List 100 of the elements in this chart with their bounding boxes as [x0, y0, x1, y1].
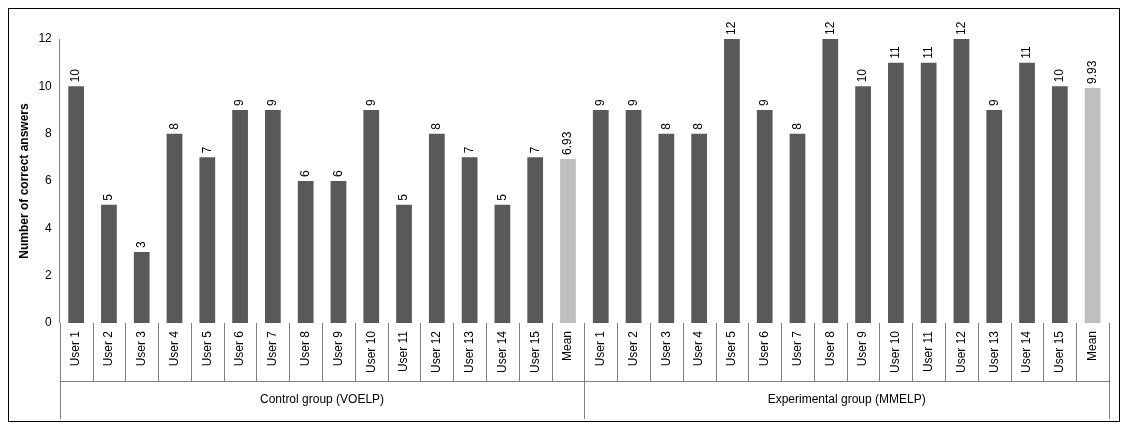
x-tick-label: User 4: [691, 330, 706, 367]
data-label: 6: [330, 169, 345, 177]
data-label: 3: [134, 240, 149, 248]
x-tick-label: User 9: [855, 330, 870, 367]
bar: [724, 39, 740, 323]
bar: [232, 110, 248, 323]
x-tick-label: User 12: [429, 330, 444, 374]
x-tick-label: User 2: [101, 330, 116, 367]
bar: [986, 110, 1003, 323]
y-tick-label: 2: [45, 267, 53, 282]
x-tick-label: User 5: [199, 330, 214, 367]
x-tick-label: User 15: [1052, 330, 1067, 374]
x-tick-label: User 9: [330, 330, 345, 367]
x-tick-label: User 7: [789, 330, 804, 367]
x-tick-label: User 1: [593, 330, 608, 367]
bar: [101, 204, 117, 323]
bar: [625, 110, 642, 323]
data-label: 7: [527, 146, 542, 154]
x-tick-label: User 8: [297, 330, 312, 367]
data-label: 5: [396, 193, 411, 201]
bar: [560, 158, 576, 323]
x-tick-label: User 3: [134, 330, 149, 367]
bar: [1051, 86, 1068, 323]
x-tick-label: User 4: [166, 330, 181, 367]
x-tick-label: User 15: [527, 330, 542, 374]
data-label: 8: [166, 122, 181, 130]
data-label: 6.93: [560, 131, 575, 155]
data-label: 9: [757, 99, 772, 106]
x-tick-label: User 6: [757, 330, 772, 367]
bar: [330, 180, 347, 323]
data-label: 8: [658, 122, 673, 130]
data-label: 12: [724, 21, 739, 35]
x-tick-label: User 1: [68, 330, 83, 367]
x-tick-label: User 13: [986, 330, 1001, 374]
data-label: 11: [1019, 45, 1034, 59]
bar: [166, 133, 183, 323]
data-label: 11: [920, 45, 935, 59]
y-axis-title: Number of correct answers: [16, 102, 31, 259]
y-tick-label: 10: [38, 78, 53, 93]
bar: [428, 133, 445, 323]
bar: [756, 110, 773, 323]
bar: [789, 133, 806, 323]
x-tick-label: User 13: [461, 330, 476, 374]
text: Control group (VOELP): [260, 392, 385, 407]
bar: [920, 62, 937, 323]
bar: [363, 110, 380, 323]
x-tick-label: User 14: [494, 330, 509, 374]
bar: [822, 39, 839, 323]
text: Experimental group (MMELP): [767, 392, 926, 407]
x-tick-label: Mean: [1084, 330, 1099, 362]
x-tick-label: Mean: [560, 330, 575, 362]
bar: [592, 110, 609, 323]
data-label: 11: [888, 45, 903, 59]
x-tick-label: User 2: [625, 330, 640, 367]
bar: [297, 180, 314, 323]
bar: [953, 39, 970, 323]
bar: [133, 251, 150, 323]
x-tick-label: User 10: [363, 330, 378, 374]
bar: [855, 86, 871, 323]
bar: [68, 86, 85, 323]
x-tick-label: User 5: [724, 330, 739, 367]
data-label: 8: [691, 122, 706, 130]
bar: [494, 204, 511, 323]
y-tick-label: 12: [38, 31, 53, 46]
data-label: 6: [297, 169, 312, 177]
x-tick-label: User 14: [1019, 330, 1034, 374]
data-label: 9.93: [1084, 60, 1099, 84]
x-tick-label: User 3: [658, 330, 673, 367]
data-label: 12: [822, 21, 837, 35]
x-tick-label: User 8: [822, 330, 837, 367]
bar: [691, 133, 708, 323]
x-tick-label: User 11: [396, 330, 411, 373]
data-label: 8: [789, 122, 804, 130]
bar: [461, 157, 478, 323]
data-label: 7: [461, 146, 476, 154]
data-label: 7: [199, 146, 214, 154]
data-label: 10: [68, 68, 83, 83]
bar: [265, 110, 281, 323]
data-label: 5: [494, 193, 509, 201]
x-tick-label: User 6: [232, 330, 247, 367]
y-tick-label: 6: [45, 173, 53, 188]
bar: [1019, 62, 1035, 323]
x-tick-label: User 12: [953, 330, 968, 374]
data-label: 5: [101, 193, 116, 201]
data-label: 9: [625, 99, 640, 106]
x-tick-label: User 10: [888, 330, 903, 374]
y-tick-label: 4: [45, 220, 53, 235]
bar: [199, 157, 216, 323]
bar: [396, 204, 412, 323]
data-label: 12: [953, 21, 968, 35]
x-tick-label: User 7: [265, 330, 280, 367]
bar: [527, 157, 544, 323]
y-tick-label: 0: [45, 315, 53, 330]
bar: [1084, 87, 1101, 323]
data-label: 9: [363, 99, 378, 106]
data-label: 8: [429, 122, 444, 130]
x-tick-label: User 11: [920, 330, 935, 373]
y-tick-label: 8: [45, 125, 53, 140]
data-label: 9: [986, 99, 1001, 106]
data-label: 10: [855, 68, 870, 83]
